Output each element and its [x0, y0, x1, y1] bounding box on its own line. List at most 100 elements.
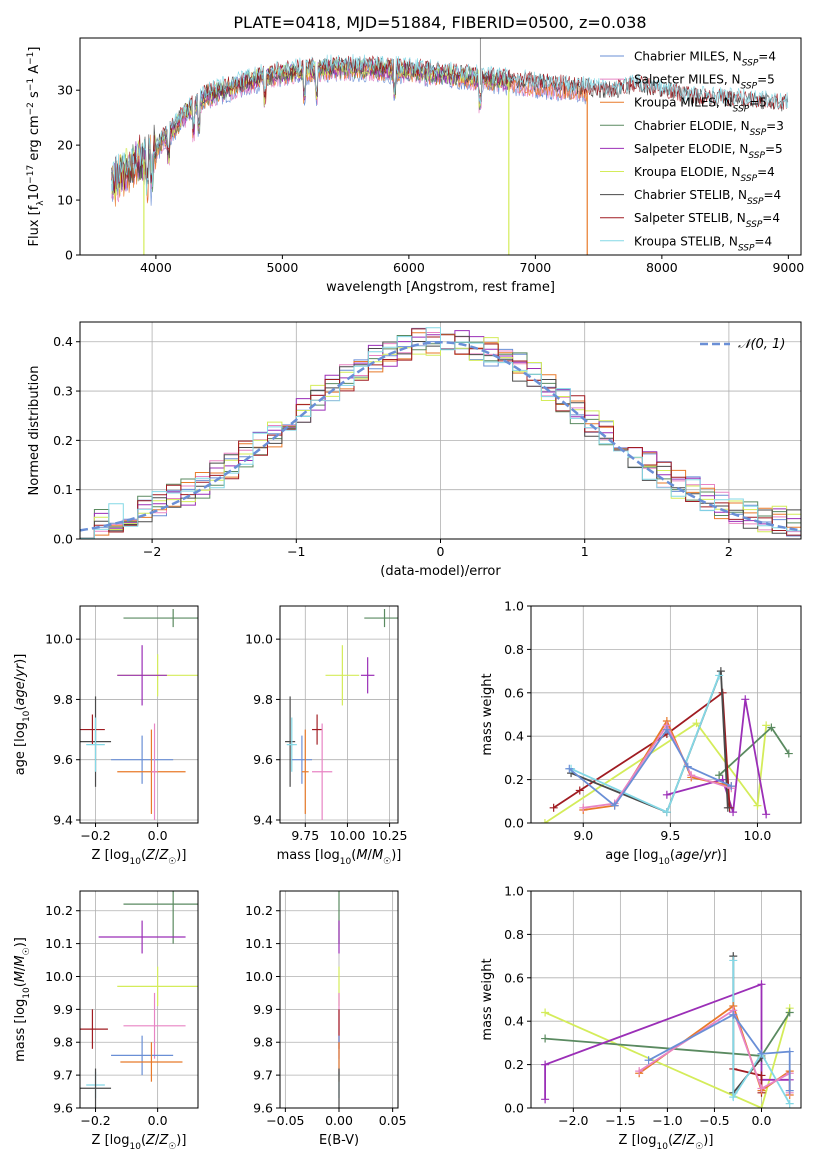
- weight-marker: [549, 803, 558, 812]
- panel-age-vs-Z: −0.2 0.0 9.4 9.6 9.8 10.0 Z [log10(Z/Z☉)] age […: [13, 605, 199, 867]
- weight-marker: [541, 1034, 550, 1043]
- weight-marker: [785, 1099, 794, 1108]
- axes-frame: [79, 605, 199, 824]
- y-tick-label: 10: [57, 193, 73, 208]
- legend-label: Salpeter MILES, NSSP=5: [634, 73, 775, 92]
- normal-curve: [80, 340, 801, 532]
- y-axis-label: mass weight: [480, 673, 495, 755]
- weight-line-chabrier-miles: [568, 728, 732, 807]
- y-tick-label: 0.4: [504, 1014, 524, 1029]
- y-tick-label: 9.6: [253, 1101, 273, 1116]
- x-tick-label: −0.5: [699, 1113, 729, 1128]
- plot-area-mass-weight-vs-Z: [541, 952, 794, 1108]
- x-tick-label: −2: [143, 544, 161, 559]
- panel-residuals: −2 −1 0 1 2 0.0 0.1 0.2 0.3 0.4 𝒩(0, 1) (data-model…: [27, 321, 802, 579]
- legend-label: 𝒩(0, 1): [738, 337, 785, 352]
- y-tick-label: 0.6: [504, 970, 524, 985]
- x-axis-label: Z [log10(Z/Z☉)]: [92, 1133, 187, 1152]
- y-tick-label: 10.1: [245, 936, 273, 951]
- plot-area-age-vs-mass: [285, 609, 398, 820]
- y-axis-label: mass [log10(M/M☉)]: [13, 937, 32, 1062]
- y-tick-label: 0.3: [53, 384, 73, 399]
- y-tick-label: 0.0: [504, 1101, 524, 1116]
- spectrum-line-salpeter-miles: [111, 63, 587, 203]
- axes-frame: [79, 37, 802, 256]
- spectrum-line-kroupa-stelib: [111, 54, 789, 196]
- y-tick-label: 0.1: [53, 482, 73, 497]
- x-tick-label: 0: [437, 544, 445, 559]
- legend-label: Kroupa ELODIE, NSSP=4: [634, 165, 775, 184]
- x-tick-label: 0.05: [379, 1113, 407, 1128]
- weight-marker: [757, 1071, 766, 1080]
- y-tick-label: 0.4: [504, 729, 524, 744]
- panel-mass-vs-ebv: −0.05 0.00 0.05 9.6 9.7 9.8 9.9 10.0 10.1 10.2 E(B…: [245, 890, 407, 1148]
- axes-frame: [530, 890, 802, 1109]
- y-axis-label: Normed distribution: [27, 366, 42, 496]
- y-tick-label: 0.2: [504, 1057, 524, 1072]
- weight-marker: [727, 782, 736, 791]
- weight-marker: [541, 1008, 550, 1017]
- y-tick-label: 0.2: [53, 433, 73, 448]
- y-tick-label: 10.0: [245, 632, 273, 647]
- weight-marker: [785, 1047, 794, 1056]
- y-tick-label: 10.1: [45, 936, 73, 951]
- weight-marker: [610, 801, 619, 810]
- x-tick-label: −0.2: [80, 1113, 110, 1128]
- y-tick-label: 10.0: [45, 969, 73, 984]
- x-tick-label: 2: [725, 544, 733, 559]
- x-tick-label: −0.05: [266, 1113, 304, 1128]
- legend-label: Chabrier MILES, NSSP=4: [634, 50, 776, 69]
- x-tick-label: 9.0: [573, 828, 593, 843]
- weight-marker: [729, 1010, 738, 1019]
- x-tick-label: 0.00: [325, 1113, 353, 1128]
- plot-area-mass-weight-vs-age: [540, 667, 793, 823]
- x-axis-label: wavelength [Angstrom, rest frame]: [326, 280, 555, 295]
- x-tick-label: 9000: [772, 260, 804, 275]
- weight-marker: [762, 721, 771, 730]
- weight-marker: [785, 1086, 794, 1095]
- panel-mass-weight-vs-age: 9.0 9.5 10.0 0.0 0.2 0.4 0.6 0.8 1.0 age [log10(a…: [480, 599, 802, 867]
- y-tick-label: 9.8: [253, 692, 273, 707]
- weight-marker: [723, 803, 732, 812]
- legend-label: Chabrier ELODIE, NSSP=3: [634, 119, 784, 138]
- weight-marker: [715, 671, 724, 680]
- legend-label: Salpeter ELODIE, NSSP=5: [634, 142, 783, 161]
- axes-frame: [279, 605, 399, 824]
- weight-marker: [687, 771, 696, 780]
- weight-marker: [716, 667, 725, 676]
- y-tick-label: 9.8: [53, 1035, 73, 1050]
- y-tick-label: 10.2: [45, 903, 73, 918]
- weight-marker: [757, 980, 766, 989]
- y-tick-label: 9.6: [53, 752, 73, 767]
- panel-mass-vs-Z: −0.2 0.0 9.6 9.7 9.8 9.9 10.0 10.1 10.2 Z [log10(…: [13, 890, 199, 1152]
- x-tick-label: 0.0: [148, 828, 168, 843]
- y-tick-label: 20: [57, 138, 73, 153]
- weight-marker: [757, 1084, 766, 1093]
- weight-marker: [757, 1104, 766, 1108]
- y-tick-label: 9.4: [53, 812, 73, 827]
- weight-marker: [753, 801, 762, 810]
- weight-marker: [785, 1008, 794, 1017]
- x-tick-label: 10.0: [744, 828, 772, 843]
- weight-marker: [635, 1067, 644, 1076]
- y-tick-label: 10.2: [245, 903, 273, 918]
- plot-area-residuals: [80, 327, 801, 539]
- y-tick-label: 9.8: [53, 692, 73, 707]
- weight-marker: [762, 810, 771, 819]
- weight-marker: [757, 1049, 766, 1058]
- x-tick-label: 8000: [646, 260, 678, 275]
- x-axis-label: (data-model)/error: [380, 564, 501, 579]
- legend-label: Chabrier STELIB, NSSP=4: [634, 188, 781, 207]
- y-tick-label: 0: [65, 248, 73, 263]
- x-tick-label: −0.2: [80, 828, 110, 843]
- y-tick-label: 0.0: [53, 532, 73, 547]
- x-axis-label: age [log10(age/yr)]: [605, 848, 727, 867]
- weight-line-kroupa-miles: [583, 719, 732, 811]
- legend-label: Salpeter STELIB, NSSP=4: [634, 211, 780, 230]
- x-axis-label: Z [log10(Z/Z☉)]: [92, 848, 187, 867]
- weight-line-kroupa-stelib: [732, 960, 791, 1105]
- weight-marker: [565, 764, 574, 773]
- y-tick-label: 1.0: [504, 599, 524, 614]
- y-tick-label: 0.8: [504, 927, 524, 942]
